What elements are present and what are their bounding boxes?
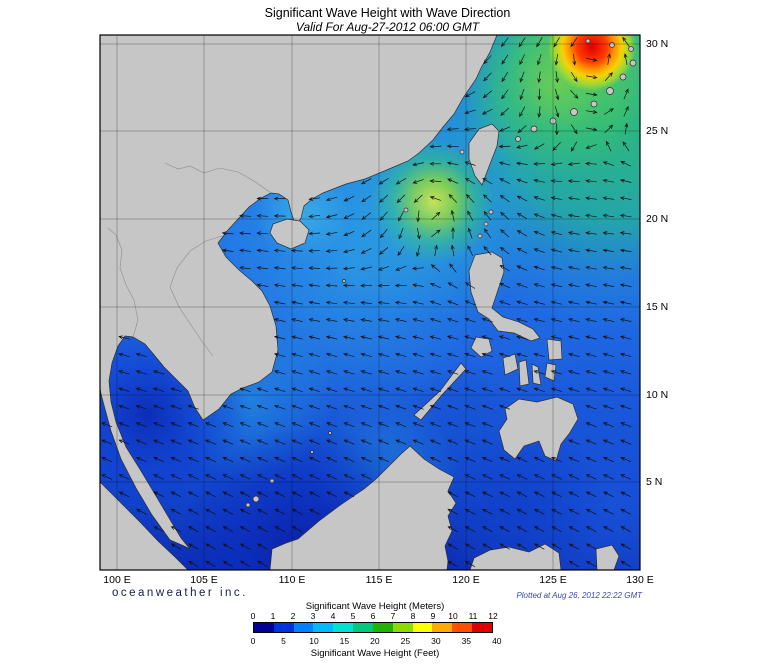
landmass	[531, 363, 542, 386]
wave-direction-arrows	[101, 36, 632, 568]
colorbar-segment	[432, 623, 453, 632]
lon-label: 115 E	[365, 574, 393, 586]
feet-tick: 20	[370, 636, 380, 646]
island	[570, 108, 578, 116]
colorbar-segment	[452, 623, 473, 632]
lon-label: 100 E	[103, 574, 131, 586]
landmass	[502, 353, 519, 376]
landmass	[100, 481, 189, 570]
landmass	[100, 35, 498, 550]
lat-label: 30 N	[646, 38, 669, 50]
meters-tick: 11	[468, 611, 478, 621]
island	[629, 59, 637, 67]
colorbar-segment	[273, 623, 294, 632]
lon-label: 120 E	[452, 574, 480, 586]
chart-title: Significant Wave Height with Wave Direct…	[264, 6, 511, 20]
island	[245, 502, 251, 508]
island	[530, 125, 538, 133]
island	[609, 42, 615, 48]
feet-tick: 10	[309, 636, 319, 646]
island	[477, 233, 483, 239]
landmass	[468, 251, 541, 342]
feet-tick: 15	[339, 636, 350, 646]
island	[628, 46, 634, 52]
island	[488, 209, 494, 215]
meters-tick: 5	[350, 611, 356, 621]
colorbar-segment	[353, 623, 373, 632]
meters-tick: 0	[250, 611, 256, 621]
island	[403, 207, 409, 213]
meters-tick: 12	[488, 611, 498, 621]
island	[606, 87, 614, 95]
lat-label: 20 N	[646, 213, 669, 225]
lon-label: 110 E	[278, 574, 306, 586]
meters-tick: 8	[410, 611, 416, 621]
colorbar-segment	[313, 623, 334, 632]
lon-label: 130 E	[626, 574, 654, 586]
landmass	[470, 336, 493, 358]
island	[310, 450, 314, 454]
landmass	[546, 338, 563, 361]
colorbar-segment	[293, 623, 314, 632]
landmass	[595, 544, 620, 570]
landmass	[469, 543, 562, 570]
feet-tick: 5	[281, 636, 286, 646]
meters-tick: 9	[430, 611, 436, 621]
feet-tick: 25	[400, 636, 411, 646]
landmass	[269, 445, 457, 570]
meters-tick: 10	[448, 611, 458, 621]
island	[515, 136, 521, 142]
island	[483, 221, 489, 227]
meters-tick: 2	[290, 611, 296, 621]
meters-tick: 4	[330, 611, 336, 621]
island	[619, 73, 627, 81]
lat-label: 25 N	[646, 125, 669, 137]
meters-tick: 7	[390, 611, 396, 621]
island	[328, 431, 332, 435]
colorbar-segment	[372, 623, 393, 632]
plotted-timestamp: Plotted at Aug 26, 2012 22:22 GMT	[516, 591, 642, 600]
legend-meters-label: Significant Wave Height (Meters)	[305, 601, 445, 612]
island	[585, 38, 591, 44]
lon-label: 105 E	[190, 574, 218, 586]
landmass	[269, 218, 310, 250]
feet-tick: 35	[461, 636, 472, 646]
oceanweather-branding: oceanweather inc.	[112, 587, 248, 599]
country-border	[169, 235, 223, 357]
legend-feet-label: Significant Wave Height (Feet)	[310, 648, 440, 659]
colorbar-segment	[254, 623, 274, 632]
lat-label: 10 N	[646, 389, 669, 401]
chart-subtitle: Valid For Aug-27-2012 06:00 GMT	[295, 20, 480, 34]
country-border	[164, 162, 272, 194]
landmass	[468, 123, 500, 186]
meters-tick: 1	[270, 611, 276, 621]
legend-colorbar	[253, 622, 493, 633]
feet-tick: 0	[250, 636, 256, 646]
island	[342, 279, 346, 283]
colorbar-segment	[412, 623, 433, 632]
lon-label: 125 E	[539, 574, 567, 586]
colorbar-segment	[333, 623, 354, 632]
meters-tick: 3	[310, 611, 316, 621]
map-border	[99, 34, 641, 571]
feet-tick: 40	[492, 636, 502, 646]
lat-label: 15 N	[646, 301, 669, 313]
colorbar-segment	[392, 623, 413, 632]
feet-tick: 30	[431, 636, 441, 646]
island	[459, 149, 465, 155]
landmass	[518, 359, 530, 387]
landmass-layer	[100, 35, 637, 570]
meters-tick: 6	[370, 611, 376, 621]
island	[252, 495, 260, 503]
lat-label: 5 N	[646, 476, 663, 488]
landmass	[498, 396, 579, 462]
map-clip-group	[100, 35, 640, 570]
island	[269, 478, 275, 484]
island	[590, 100, 598, 108]
colorbar-segment	[472, 623, 492, 632]
